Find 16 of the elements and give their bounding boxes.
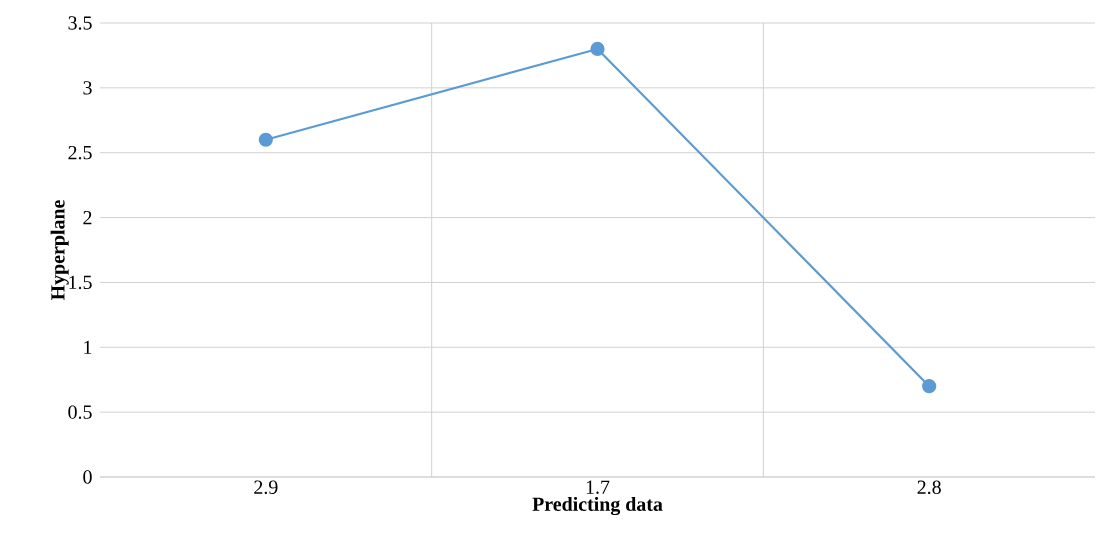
y-tick-label: 0.5 <box>68 405 92 419</box>
y-tick-label: 3 <box>83 81 92 95</box>
point <box>258 132 273 147</box>
y-tick-label: 1 <box>84 340 92 354</box>
y-tick-label: 2.5 <box>68 145 92 160</box>
y-axis-title: Hyperplane <box>50 200 69 301</box>
y-tick-label: 2 <box>83 210 92 225</box>
y-tick-label: 3.5 <box>68 16 92 30</box>
point <box>922 379 937 394</box>
x-tick-label: 2.9 <box>254 480 278 494</box>
x-tick-label: 1.7 <box>586 480 610 494</box>
x-tick-label: 2.8 <box>917 480 941 495</box>
x-axis-title: Predicting data <box>532 496 663 516</box>
y-tick-label: 1.5 <box>69 275 92 290</box>
point <box>590 41 605 57</box>
y-tick-label: 0 <box>83 470 92 484</box>
